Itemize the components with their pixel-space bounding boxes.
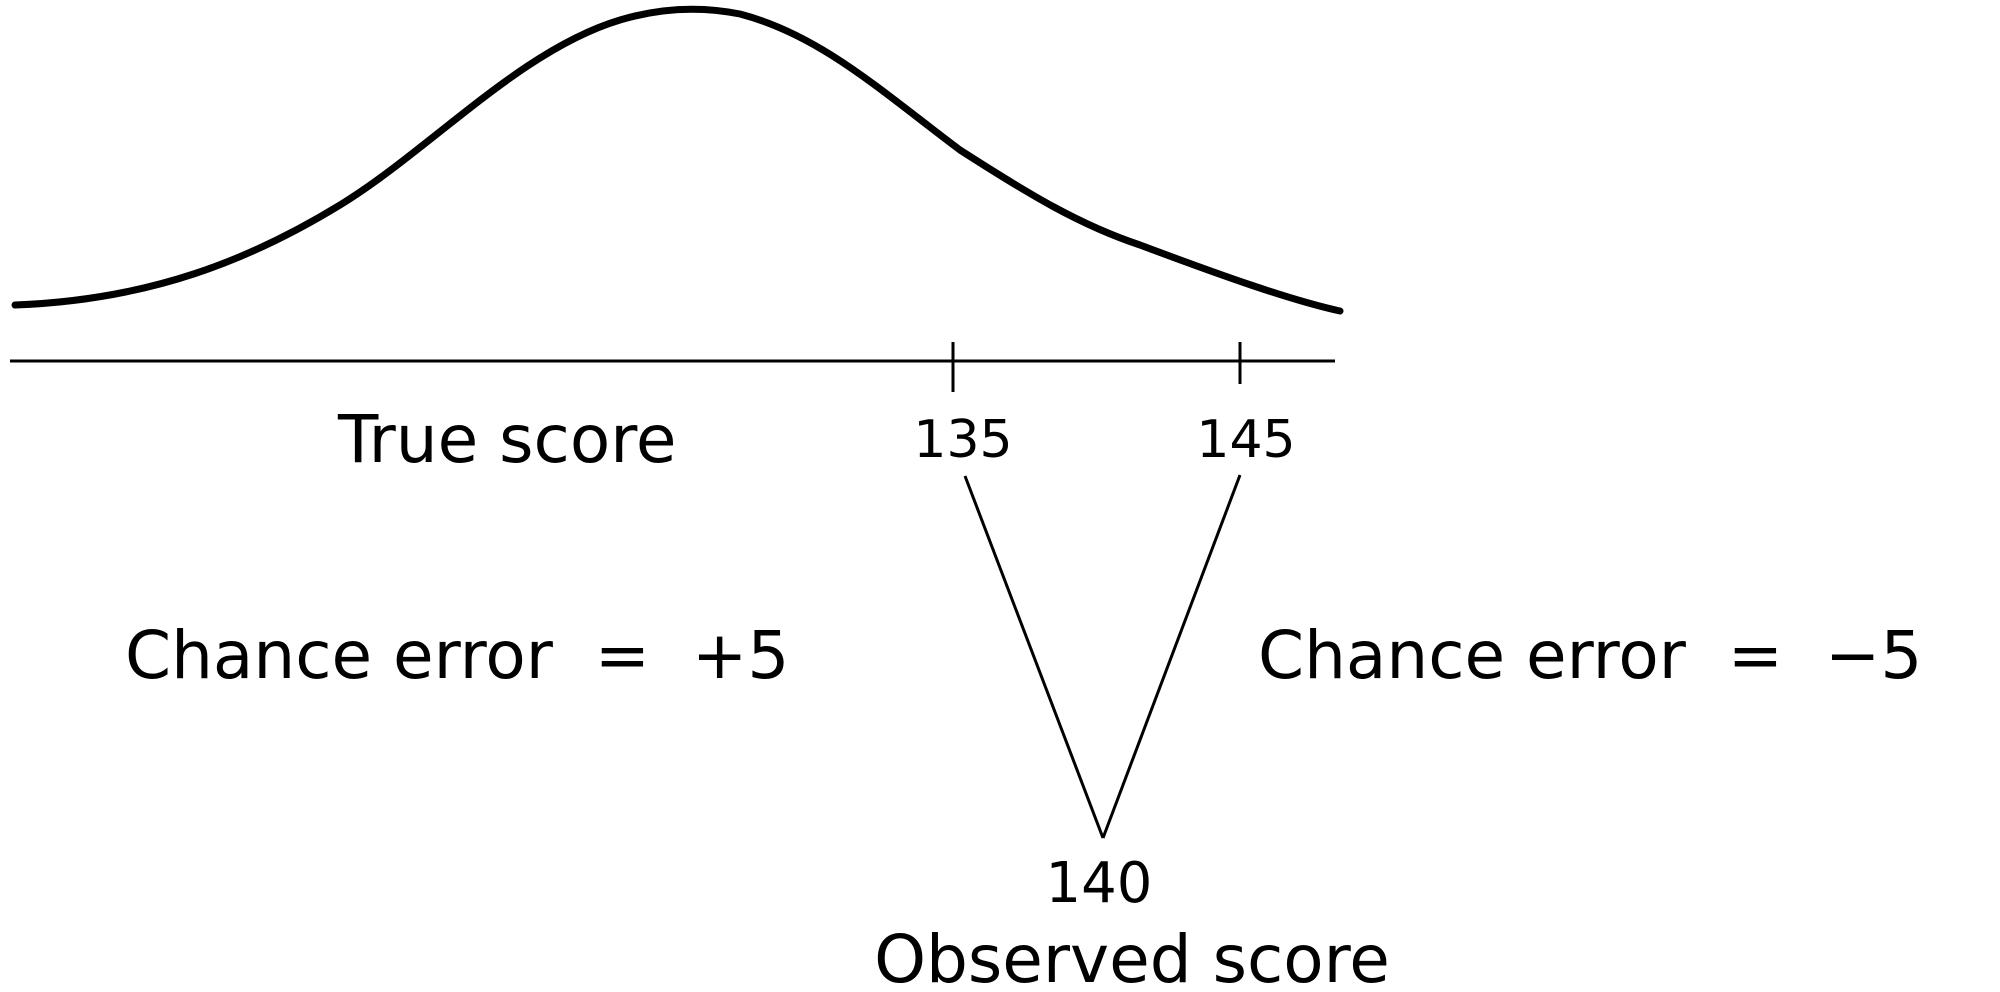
error-line-left: [963, 475, 1105, 839]
observed-score-label: Observed score: [874, 921, 1390, 992]
observed-value-label: 140: [1046, 851, 1153, 916]
tick-label-145: 145: [1196, 410, 1295, 470]
chance-error-positive-label: Chance error = +5: [125, 617, 789, 694]
chance-error-negative-label: Chance error = −5: [1258, 617, 1922, 694]
true-score-label: True score: [337, 401, 677, 478]
true-score-bell-curve: [11, 5, 1344, 315]
error-line-right: [1101, 474, 1242, 839]
tick-label-135: 135: [913, 410, 1012, 470]
